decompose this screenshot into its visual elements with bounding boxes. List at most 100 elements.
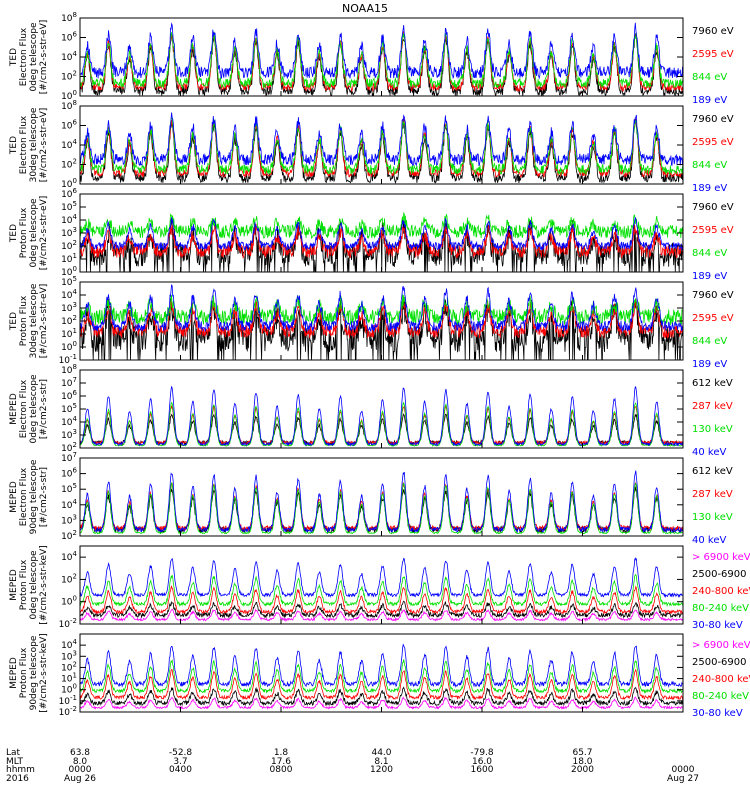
panel-7: > 6900 keV 2500-6900 240-800 keV 80-240 keV… bbox=[9, 545, 750, 631]
legend-label: 2595 eV bbox=[692, 313, 734, 324]
legend-label: 2595 eV bbox=[692, 137, 734, 148]
series-844-ev bbox=[79, 117, 684, 176]
y-axis-label: TED bbox=[9, 48, 19, 67]
legend-label: 130 keV bbox=[692, 424, 733, 435]
y-tick-label: 102 bbox=[61, 158, 77, 171]
y-tick-label: 106 bbox=[61, 389, 77, 402]
y-tick-label: 105 bbox=[61, 275, 77, 288]
y-tick-label: 103 bbox=[61, 513, 77, 526]
series-30-80-kev bbox=[79, 643, 684, 688]
legend-label: 80-240 keV bbox=[692, 603, 749, 614]
y-tick-label: 102 bbox=[61, 70, 77, 83]
x-tick-label: 65.7 bbox=[572, 748, 592, 758]
y-tick-label: 105 bbox=[61, 200, 77, 213]
y-tick-label: 100 bbox=[61, 89, 77, 102]
y-axis-label: 0deg telescope bbox=[29, 374, 39, 444]
y-tick-label: 102 bbox=[61, 239, 77, 252]
series-612-kev bbox=[79, 413, 684, 447]
x-tick-label: 63.8 bbox=[70, 748, 90, 758]
y-tick-label: 102 bbox=[61, 314, 77, 327]
legend-label: 2500-6900 bbox=[692, 657, 747, 668]
legend-label: 189 eV bbox=[692, 183, 727, 194]
y-tick-label: 103 bbox=[61, 428, 77, 441]
y-tick-label: 104 bbox=[61, 138, 77, 151]
legend-label: 240-800 keV bbox=[692, 674, 750, 685]
y-tick-label: 100 bbox=[61, 683, 77, 696]
y-tick-label: 106 bbox=[61, 187, 77, 200]
legend-label: 240-800 keV bbox=[692, 586, 750, 597]
y-axis-label: 0deg telescope bbox=[29, 550, 39, 620]
series-240-800-kev bbox=[79, 585, 684, 615]
x-tick-label: Aug 27 bbox=[667, 774, 699, 784]
legend-label: 612 keV bbox=[692, 378, 733, 389]
legend-label: 189 eV bbox=[692, 359, 727, 370]
panel-2: 7960 eV 2595 eV 844 eV 189 eV 100 102 104 106 10… bbox=[9, 99, 734, 194]
y-axis-label: 90deg telescope bbox=[29, 635, 39, 710]
legend-label: 844 eV bbox=[692, 336, 727, 347]
y-axis-label: [#/cm2-s-str-keV] bbox=[39, 545, 49, 624]
series-7960-ev bbox=[79, 217, 684, 273]
legend-label: 844 eV bbox=[692, 248, 727, 259]
y-axis-label: [#/cm2-s-str-eV] bbox=[39, 108, 49, 183]
y-tick-label: 106 bbox=[61, 467, 77, 480]
y-tick-label: 102 bbox=[61, 660, 77, 673]
y-axis-label: Electron Flux bbox=[19, 27, 29, 86]
series-189-ev bbox=[79, 284, 684, 333]
y-tick-label: 104 bbox=[61, 498, 77, 511]
legend-label: 844 eV bbox=[692, 72, 727, 83]
legend-label: > 6900 keV bbox=[692, 640, 750, 651]
y-tick-label: 104 bbox=[61, 213, 77, 226]
series-80-240-kev bbox=[79, 659, 684, 694]
series-80-240-kev bbox=[79, 574, 684, 608]
y-tick-label: 105 bbox=[61, 402, 77, 415]
y-tick-label: 108 bbox=[61, 11, 77, 24]
x-row-label: MLT bbox=[6, 757, 24, 767]
y-tick-label: 103 bbox=[61, 649, 77, 662]
legend-label: 130 keV bbox=[692, 512, 733, 523]
legend-label: 7960 eV bbox=[692, 290, 734, 301]
x-tick-label: 0000 bbox=[69, 765, 92, 775]
x-tick-label: 3.7 bbox=[173, 757, 187, 767]
legend-label: 7960 eV bbox=[692, 114, 734, 125]
y-axis-label: TED bbox=[9, 136, 19, 155]
y-tick-label: 103 bbox=[61, 226, 77, 239]
x-row-label: Lat bbox=[6, 748, 21, 758]
panel-6: 612 keV 287 keV 130 keV 40 keV 102 103 104 105 1… bbox=[9, 451, 733, 546]
x-tick-label: 0400 bbox=[169, 765, 192, 775]
y-axis-label: [#/cm2-s-str] bbox=[39, 467, 49, 527]
x-tick-label: 1600 bbox=[471, 765, 494, 775]
series-240-800-kev bbox=[79, 668, 684, 701]
y-axis-label: 30deg telescope bbox=[29, 107, 39, 182]
x-tick-label: 2000 bbox=[571, 765, 594, 775]
x-tick-label: -52.8 bbox=[169, 748, 193, 758]
y-axis-label: MEPED bbox=[9, 393, 19, 425]
y-tick-label: 108 bbox=[61, 99, 77, 112]
series-2500-6900 bbox=[79, 600, 684, 619]
y-axis-label: [#/cm2-s-str-eV] bbox=[39, 20, 49, 95]
legend-label: 40 keV bbox=[692, 447, 726, 458]
y-tick-label: 10-2 bbox=[59, 617, 77, 630]
legend-label: 2595 eV bbox=[692, 49, 734, 60]
legend-label: 30-80 keV bbox=[692, 620, 743, 631]
y-axis-label: [#/cm2-s-str] bbox=[39, 379, 49, 439]
legend-label: 7960 eV bbox=[692, 26, 734, 37]
y-tick-label: 10-1 bbox=[59, 694, 77, 707]
y-axis-label: MEPED bbox=[9, 481, 19, 513]
series-844-ev bbox=[79, 211, 684, 240]
x-row-label: hhmm bbox=[6, 765, 35, 775]
y-tick-label: 10-1 bbox=[59, 353, 77, 366]
figure-title: NOAA15 bbox=[342, 2, 388, 15]
legend-label: 287 keV bbox=[692, 489, 733, 500]
x-tick-label: -79.8 bbox=[470, 748, 494, 758]
y-tick-label: 100 bbox=[61, 595, 77, 608]
y-axis-label: Electron Flux bbox=[19, 115, 29, 174]
y-axis-label: TED bbox=[9, 224, 19, 243]
y-tick-label: 102 bbox=[61, 572, 77, 585]
x-tick-label: 0800 bbox=[270, 765, 293, 775]
y-tick-label: 107 bbox=[61, 376, 77, 389]
y-tick-label: 100 bbox=[61, 177, 77, 190]
x-tick-label: 1200 bbox=[370, 765, 393, 775]
